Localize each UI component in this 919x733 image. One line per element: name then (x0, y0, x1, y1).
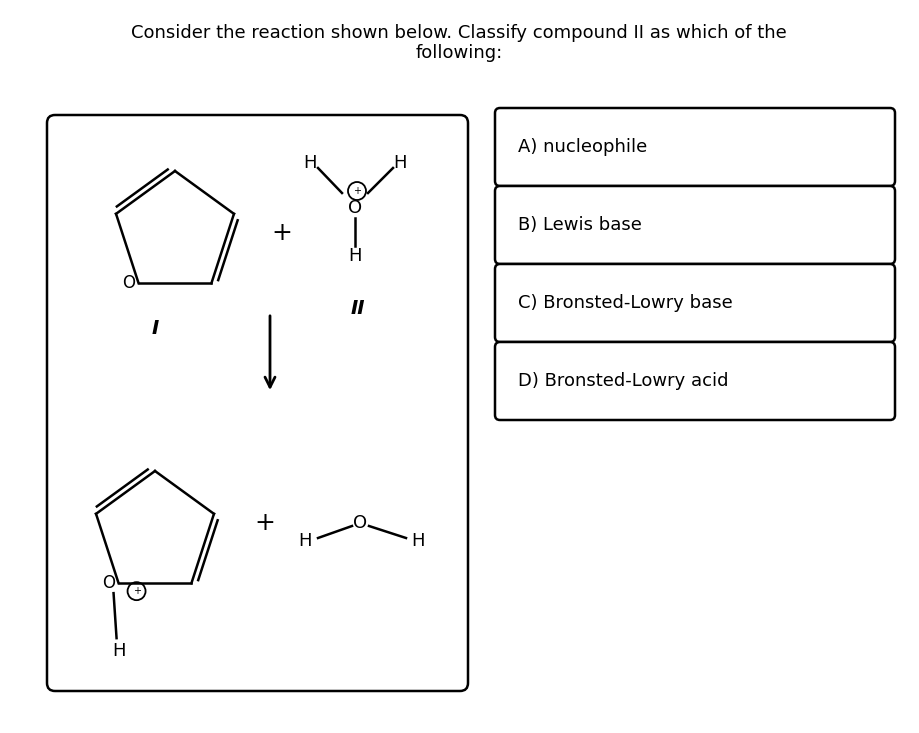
Text: +: + (255, 511, 276, 535)
Text: H: H (303, 154, 317, 172)
Text: C) Bronsted-Lowry base: C) Bronsted-Lowry base (518, 294, 732, 312)
Text: O: O (122, 274, 135, 292)
Text: +: + (353, 186, 361, 196)
Text: H: H (348, 247, 362, 265)
FancyBboxPatch shape (47, 115, 468, 691)
FancyBboxPatch shape (495, 342, 895, 420)
Text: H: H (112, 642, 125, 660)
Text: O: O (353, 514, 367, 532)
Text: Consider the reaction shown below. Classify compound II as which of the: Consider the reaction shown below. Class… (131, 24, 787, 42)
Text: following:: following: (415, 44, 503, 62)
Text: O: O (102, 574, 115, 592)
Text: H: H (393, 154, 407, 172)
Text: D) Bronsted-Lowry acid: D) Bronsted-Lowry acid (518, 372, 729, 390)
Text: II: II (351, 298, 365, 317)
Text: +: + (271, 221, 292, 245)
FancyBboxPatch shape (495, 108, 895, 186)
Text: A) nucleophile: A) nucleophile (518, 138, 647, 156)
Text: O: O (348, 199, 362, 217)
Text: H: H (411, 532, 425, 550)
Text: B) Lewis base: B) Lewis base (518, 216, 641, 234)
FancyBboxPatch shape (495, 186, 895, 264)
Text: H: H (299, 532, 312, 550)
FancyBboxPatch shape (495, 264, 895, 342)
Text: I: I (152, 319, 159, 337)
Text: +: + (132, 586, 141, 596)
